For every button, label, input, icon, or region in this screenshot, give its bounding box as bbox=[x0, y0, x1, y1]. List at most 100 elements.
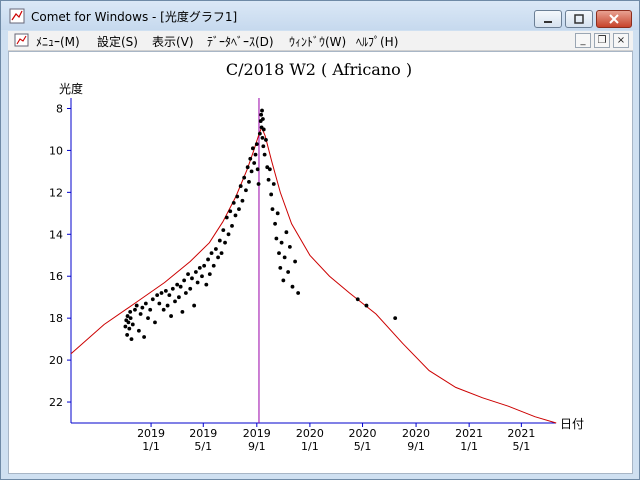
observation-point bbox=[393, 316, 398, 321]
observation-point bbox=[266, 177, 271, 182]
child-close-button[interactable]: × bbox=[613, 33, 629, 48]
observation-point bbox=[238, 184, 243, 188]
observation-point bbox=[259, 112, 264, 117]
x-axis-label: 日付 bbox=[560, 417, 584, 431]
close-button[interactable] bbox=[596, 10, 632, 28]
observation-point bbox=[260, 117, 265, 121]
x-tick-date: 1/1 bbox=[142, 440, 160, 453]
observation-point bbox=[173, 299, 177, 304]
observation-point bbox=[200, 274, 204, 279]
observation-point bbox=[163, 289, 168, 293]
observation-point bbox=[256, 182, 261, 186]
observation-point bbox=[230, 224, 234, 228]
restore-icon: ❐ bbox=[597, 35, 607, 46]
child-minimize-button[interactable]: _ bbox=[575, 33, 591, 48]
menu-database[interactable]: ﾃﾞｰﾀﾍﾞｰｽ(D) bbox=[207, 35, 274, 49]
observation-point bbox=[159, 291, 164, 295]
observation-point bbox=[250, 146, 255, 151]
observation-point bbox=[274, 236, 279, 241]
observation-point bbox=[142, 335, 147, 339]
observation-point bbox=[188, 286, 193, 291]
menu-settings[interactable]: 設定(S) bbox=[97, 35, 138, 49]
document-chart-icon[interactable] bbox=[14, 33, 30, 48]
y-tick-label: 10 bbox=[49, 144, 63, 157]
light-curve-chart: C/2018 W2 ( Africano ) 光度 日付 8 10 12 14 16 18… bbox=[49, 60, 584, 453]
menu-main[interactable]: ﾒﾆｭｰ(M) bbox=[36, 35, 80, 49]
observation-point bbox=[257, 131, 262, 136]
observation-point bbox=[244, 188, 248, 193]
observation-point bbox=[134, 303, 139, 308]
observation-point bbox=[209, 251, 214, 256]
observation-point bbox=[245, 165, 250, 170]
observation-point bbox=[223, 240, 227, 245]
x-tick-year: 2019 bbox=[189, 427, 217, 440]
y-tick-label: 22 bbox=[49, 396, 63, 409]
observation-point bbox=[247, 179, 251, 184]
observation-point bbox=[130, 322, 135, 327]
observation-point bbox=[253, 152, 258, 157]
minimize-button[interactable] bbox=[534, 10, 562, 28]
observation-point bbox=[290, 284, 295, 289]
y-tick-label: 20 bbox=[49, 354, 63, 367]
menu-view[interactable]: 表示(V) bbox=[152, 35, 194, 49]
observation-point bbox=[180, 309, 185, 314]
observation-point bbox=[123, 324, 128, 329]
observation-point bbox=[157, 301, 162, 306]
observation-point bbox=[224, 215, 229, 220]
observation-point bbox=[281, 278, 286, 283]
observation-point bbox=[249, 169, 254, 174]
menu-window[interactable]: ｳｨﾝﾄﾞｳ(W) bbox=[289, 35, 347, 49]
observation-point bbox=[226, 232, 231, 237]
x-tick-year: 2020 bbox=[402, 427, 430, 440]
observation-point bbox=[192, 303, 197, 308]
y-tick-label: 8 bbox=[56, 102, 63, 115]
observation-point bbox=[254, 142, 259, 147]
observation-point bbox=[265, 165, 270, 170]
observation-point bbox=[175, 282, 180, 287]
observation-point bbox=[217, 238, 222, 243]
observation-point bbox=[284, 230, 289, 235]
observation-point bbox=[153, 320, 157, 325]
y-tick-label: 16 bbox=[49, 270, 63, 283]
observation-point bbox=[228, 209, 233, 214]
observation-point bbox=[296, 291, 301, 295]
y-tick-label: 18 bbox=[49, 312, 63, 325]
x-tick-year: 2019 bbox=[243, 427, 271, 440]
observation-point bbox=[260, 135, 265, 140]
chart-area: C/2018 W2 ( Africano ) 光度 日付 8 10 12 14 16 18… bbox=[8, 51, 633, 474]
restore-button[interactable] bbox=[565, 10, 593, 28]
observation-point bbox=[255, 167, 260, 172]
observation-point bbox=[279, 240, 284, 245]
observation-point bbox=[270, 207, 275, 212]
observation-point bbox=[260, 108, 264, 113]
observation-point bbox=[127, 326, 132, 331]
x-tick-date: 5/1 bbox=[513, 440, 531, 453]
menu-help[interactable]: ﾍﾙﾌﾟ(H) bbox=[356, 35, 399, 49]
x-tick-date: 5/1 bbox=[354, 440, 372, 453]
observation-point bbox=[221, 228, 226, 232]
observation-point bbox=[207, 272, 212, 277]
observation-point bbox=[278, 265, 283, 270]
menu-bar: ﾒﾆｭｰ(M) 設定(S) 表示(V) ﾃﾞｰﾀﾍﾞｰｽ(D) ｳｨﾝﾄﾞｳ(W… bbox=[8, 31, 633, 51]
observation-point bbox=[235, 194, 240, 199]
observation-point bbox=[178, 284, 183, 289]
observation-point bbox=[128, 316, 133, 321]
observation-point bbox=[165, 303, 170, 308]
close-icon: × bbox=[616, 35, 626, 46]
title-bar[interactable]: Comet for Windows - [光度グラフ1] bbox=[1, 1, 639, 30]
observation-point bbox=[167, 293, 172, 297]
window-title: Comet for Windows - [光度グラフ1] bbox=[31, 10, 238, 24]
x-tick-date: 5/1 bbox=[194, 440, 212, 453]
observation-point bbox=[277, 251, 281, 256]
child-restore-button[interactable]: ❐ bbox=[594, 33, 610, 48]
observation-point bbox=[182, 278, 187, 283]
observation-point bbox=[170, 286, 175, 291]
observation-point bbox=[261, 144, 266, 149]
observation-point bbox=[190, 276, 194, 281]
observation-point bbox=[248, 156, 253, 161]
observation-point bbox=[242, 175, 247, 180]
observation-point bbox=[267, 167, 272, 172]
observation-point bbox=[231, 200, 236, 205]
y-tick-label: 14 bbox=[49, 228, 63, 241]
observation-point bbox=[355, 297, 360, 302]
